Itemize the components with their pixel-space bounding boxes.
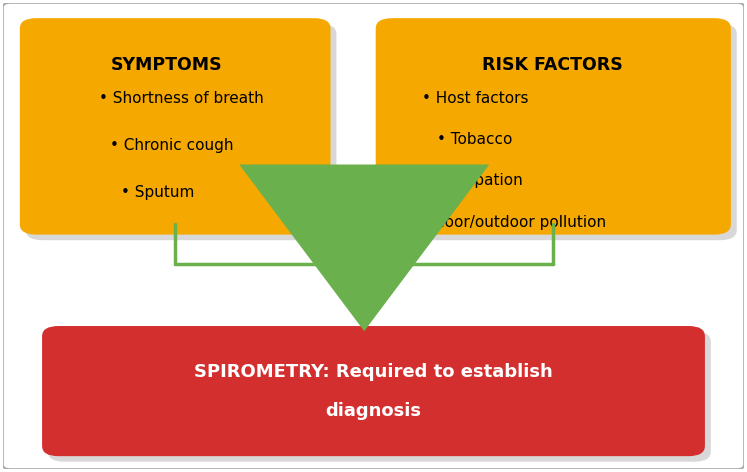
FancyBboxPatch shape	[25, 24, 336, 240]
FancyBboxPatch shape	[48, 332, 711, 462]
Text: diagnosis: diagnosis	[326, 402, 421, 420]
Text: • Shortness of breath: • Shortness of breath	[99, 92, 264, 106]
Text: • Tobacco: • Tobacco	[436, 133, 512, 147]
Text: • Host factors: • Host factors	[422, 92, 528, 106]
Text: • Occupation: • Occupation	[422, 174, 522, 188]
FancyBboxPatch shape	[3, 3, 744, 469]
FancyBboxPatch shape	[382, 24, 737, 240]
Text: • Chronic cough: • Chronic cough	[111, 138, 234, 153]
Text: • Sputum: • Sputum	[122, 185, 195, 200]
Text: RISK FACTORS: RISK FACTORS	[483, 57, 623, 75]
Text: • Indoor/outdoor pollution: • Indoor/outdoor pollution	[407, 215, 606, 229]
FancyBboxPatch shape	[376, 18, 731, 235]
FancyBboxPatch shape	[20, 18, 330, 235]
FancyBboxPatch shape	[42, 326, 705, 456]
Text: SYMPTOMS: SYMPTOMS	[111, 57, 222, 75]
Text: SPIROMETRY: Required to establish: SPIROMETRY: Required to establish	[194, 362, 553, 380]
